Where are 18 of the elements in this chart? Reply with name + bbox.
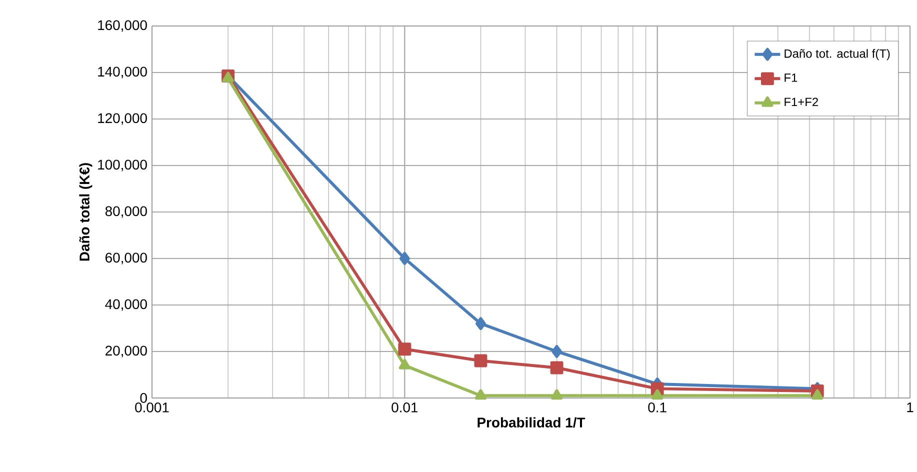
x-tick-label: 0.001	[135, 402, 169, 412]
y-tick-label: 100,000	[98, 160, 147, 172]
legend-label: F1	[784, 74, 798, 82]
y-tick-label: 20,000	[106, 346, 147, 358]
x-tick-label: 0.01	[392, 402, 418, 412]
y-axis-title: Daño total (K€)	[79, 163, 92, 261]
y-tick-label: 120,000	[98, 113, 147, 125]
y-tick-label: 160,000	[98, 20, 147, 32]
y-tick-label: 80,000	[105, 206, 147, 218]
x-tick-label: 0.1	[648, 402, 666, 412]
y-tick-label: 140,000	[98, 66, 147, 78]
y-tick-label: 0	[140, 393, 147, 403]
y-tick-label: 60,000	[106, 252, 147, 264]
x-tick-label: 1	[907, 402, 914, 412]
legend-label: Daño tot. actual f(T)	[784, 49, 890, 60]
y-tick-label: 40,000	[105, 299, 147, 311]
legend-label: F1+F2	[784, 98, 818, 106]
x-axis-title: Probabilidad 1/T	[478, 417, 586, 428]
